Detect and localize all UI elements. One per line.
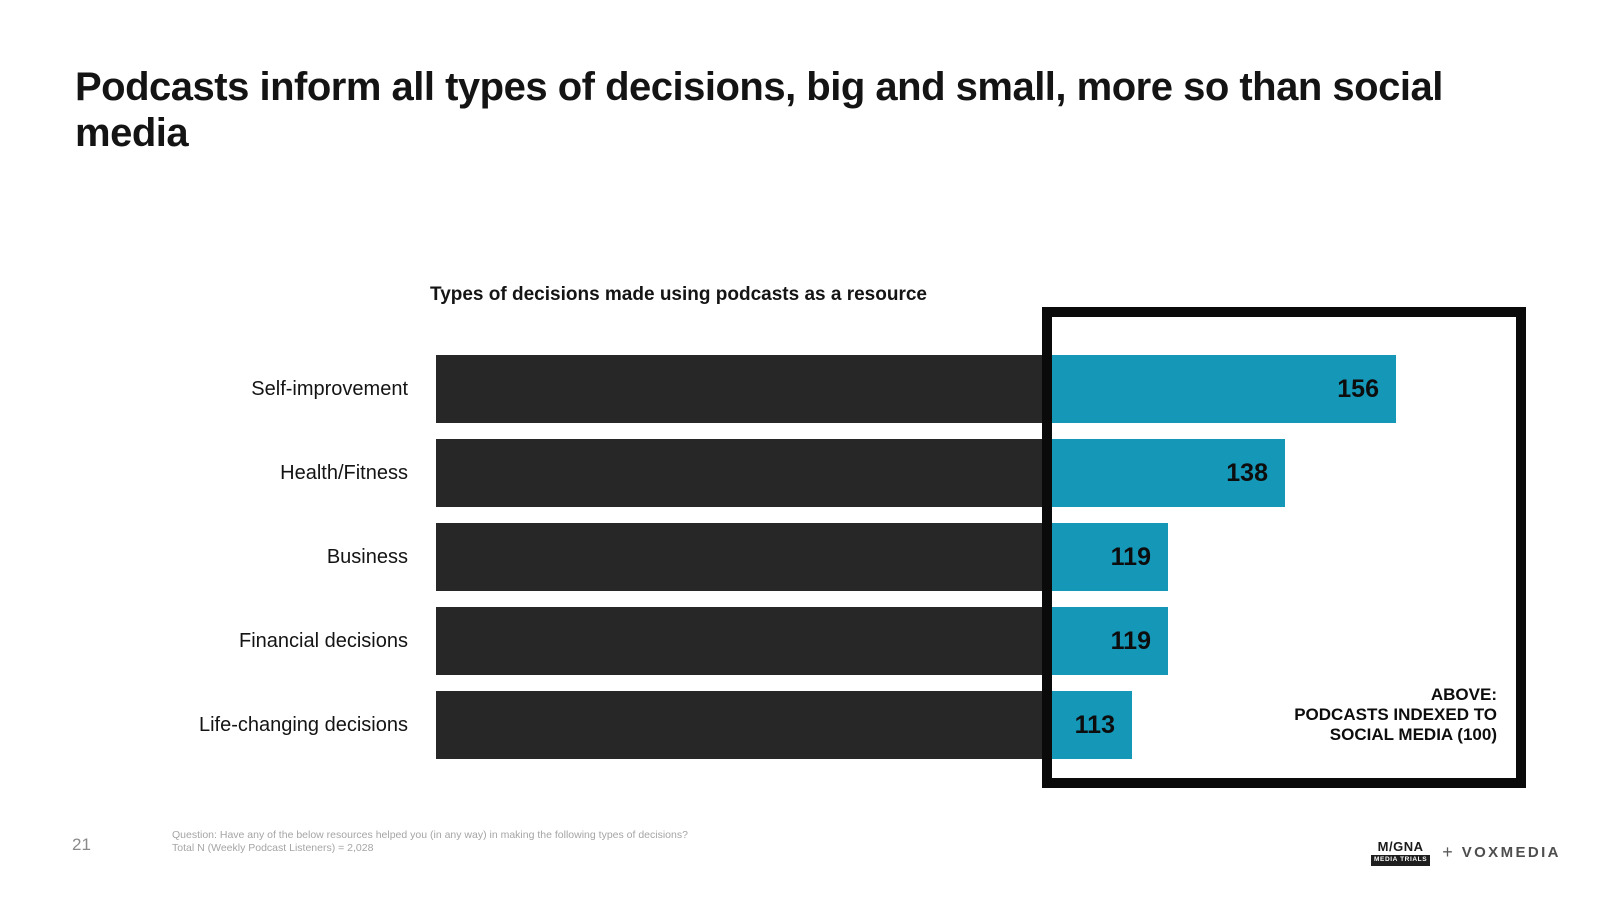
- category-label: Self-improvement: [251, 377, 408, 400]
- footnote-line-1: Question: Have any of the below resource…: [172, 829, 688, 841]
- bar-value-label: 156: [1337, 374, 1379, 403]
- bar-value-label: 119: [1110, 542, 1151, 571]
- bar-value-label: 113: [1074, 710, 1115, 739]
- frame-annotation: ABOVE: PODCASTS INDEXED TO SOCIAL MEDIA …: [1197, 685, 1497, 745]
- bar-above-segment: 119: [1052, 607, 1168, 675]
- chart-title: Types of decisions made using podcasts a…: [430, 284, 927, 305]
- footnote: Question: Have any of the below resource…: [172, 829, 688, 855]
- bar-above-segment: 113: [1052, 691, 1132, 759]
- category-label: Financial decisions: [239, 629, 408, 652]
- bar-base-segment: [436, 439, 1052, 507]
- frame-annotation-line: ABOVE:: [1430, 685, 1497, 704]
- magna-logo: M/GNA MEDIA TRIALS: [1371, 839, 1431, 866]
- slide-title: Podcasts inform all types of decisions, …: [75, 65, 1443, 155]
- bar-above-segment: 138: [1052, 439, 1285, 507]
- frame-annotation-line: SOCIAL MEDIA (100): [1329, 725, 1497, 744]
- bar-base-segment: [436, 691, 1052, 759]
- category-label: Health/Fitness: [280, 461, 408, 484]
- footer-logos: M/GNA MEDIA TRIALS + VOXMEDIA: [1371, 840, 1561, 866]
- footnote-line-2: Total N (Weekly Podcast Listeners) = 2,0…: [172, 842, 374, 854]
- page-number: 21: [72, 835, 91, 854]
- plus-separator: +: [1442, 842, 1453, 863]
- bar-base-segment: [436, 355, 1052, 423]
- category-label: Life-changing decisions: [198, 713, 408, 736]
- frame-annotation-line: PODCASTS INDEXED TO: [1294, 705, 1497, 724]
- magna-media-trials-badge: MEDIA TRIALS: [1371, 855, 1431, 866]
- index-frame: [1042, 307, 1526, 788]
- category-label: Business: [326, 545, 408, 568]
- bar-base-segment: [436, 523, 1052, 591]
- bar-above-segment: 119: [1052, 523, 1168, 591]
- bar-base-segment: [436, 607, 1052, 675]
- voxmedia-logo: VOXMEDIA: [1461, 844, 1561, 862]
- bar-value-label: 138: [1226, 458, 1268, 487]
- bar-value-label: 119: [1110, 626, 1151, 655]
- bar-above-segment: 156: [1052, 355, 1396, 423]
- magna-wordmark: M/GNA: [1377, 839, 1424, 854]
